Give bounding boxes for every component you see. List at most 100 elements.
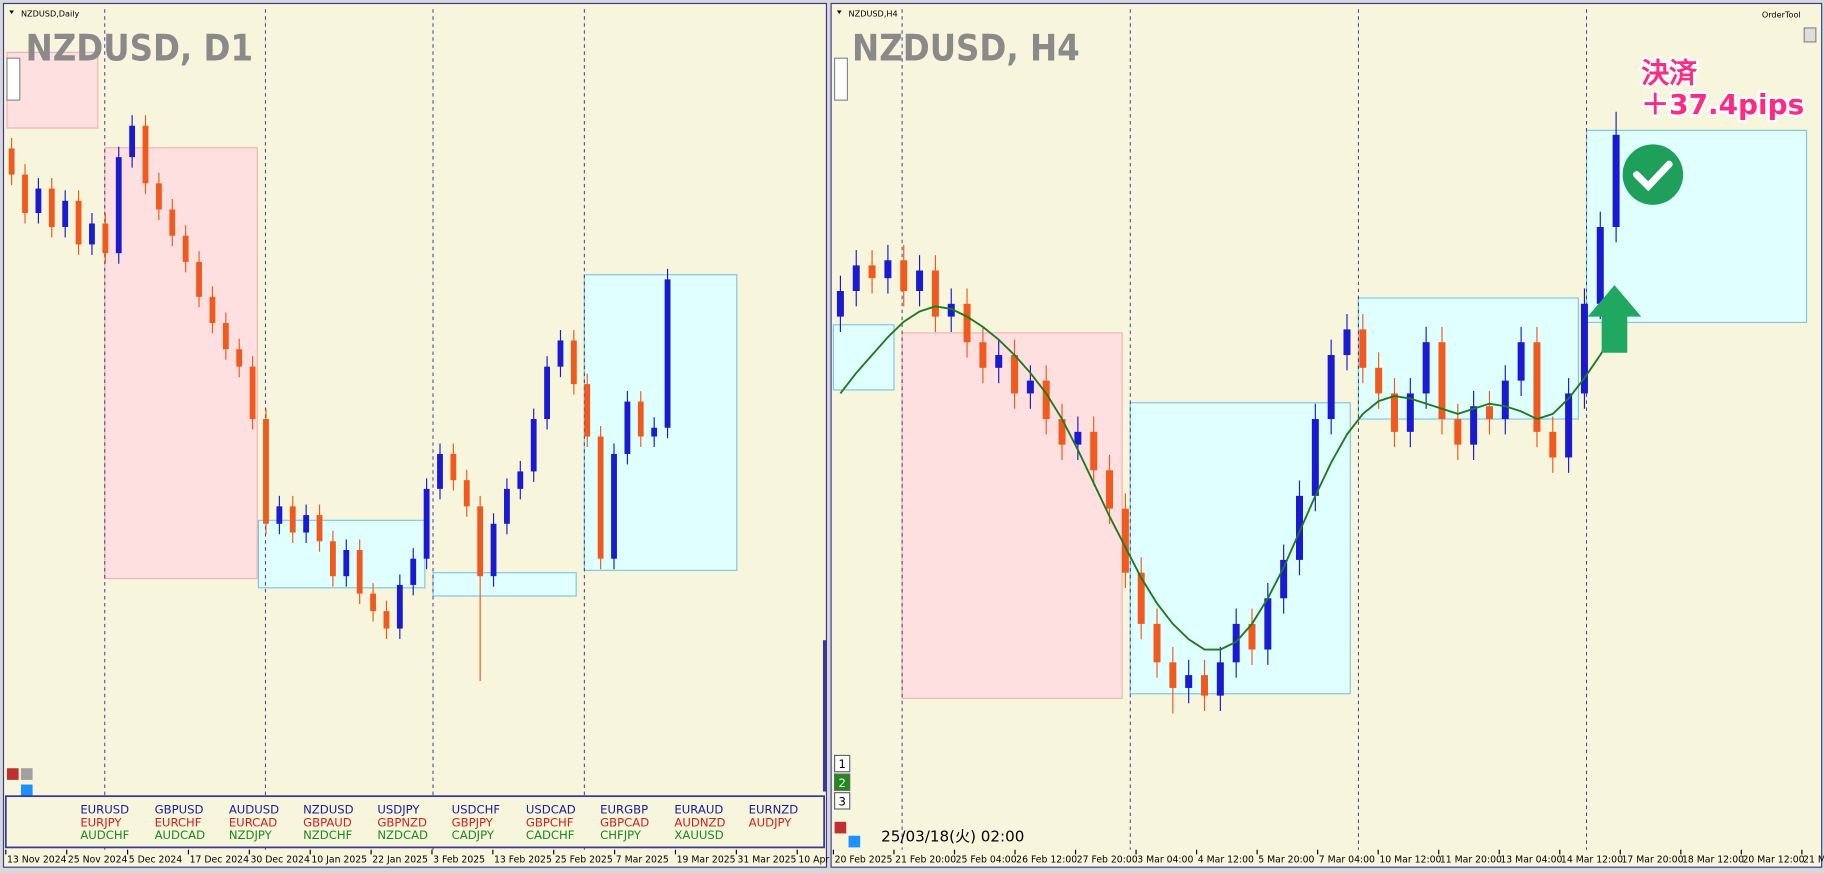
symbol-link[interactable]: CHFJPY bbox=[600, 828, 642, 842]
candle-body bbox=[142, 125, 149, 184]
close-button[interactable] bbox=[6, 768, 19, 780]
x-tick-label: 7 Mar 04:00 bbox=[1319, 855, 1375, 866]
candle-body bbox=[979, 342, 987, 368]
candle-body bbox=[437, 453, 443, 489]
zone bbox=[257, 519, 426, 589]
tool-icon[interactable] bbox=[1803, 27, 1817, 43]
symbol-link[interactable]: XAUUSD bbox=[674, 828, 723, 842]
candle-body bbox=[1232, 623, 1240, 663]
candle-body bbox=[330, 541, 336, 577]
candle-body bbox=[852, 265, 860, 291]
candle-body bbox=[249, 366, 256, 420]
symbol-link[interactable]: CADJPY bbox=[452, 828, 495, 842]
symbol-link[interactable]: AUDUSD bbox=[229, 803, 279, 817]
candle-body bbox=[1153, 623, 1161, 663]
symbol-link[interactable]: USDJPY bbox=[377, 803, 420, 817]
candle-body bbox=[222, 323, 229, 350]
x-tick-label: 5 Mar 20:00 bbox=[1258, 855, 1314, 866]
annotation-pips: ＋37.4pips bbox=[1641, 88, 1804, 121]
candle-body bbox=[544, 366, 550, 420]
candle-body bbox=[115, 157, 122, 254]
symbol-link[interactable]: AUDCHF bbox=[80, 828, 129, 842]
symbol-link[interactable]: GBPCAD bbox=[600, 815, 649, 829]
candle-body bbox=[490, 523, 497, 577]
timeframe-button[interactable] bbox=[834, 754, 851, 773]
settings-button[interactable] bbox=[20, 768, 33, 780]
symbol-link[interactable]: EURAUD bbox=[674, 803, 723, 817]
candles bbox=[8, 115, 671, 681]
symbol-link[interactable]: EURJPY bbox=[80, 815, 122, 829]
timeframe-button[interactable] bbox=[834, 773, 851, 791]
candle-body bbox=[182, 235, 189, 262]
candle-body bbox=[343, 549, 350, 577]
candle-body bbox=[129, 125, 136, 158]
candle-body bbox=[1280, 559, 1288, 599]
candle-body bbox=[504, 488, 510, 524]
candle-body bbox=[1485, 406, 1493, 420]
candle-body bbox=[276, 506, 283, 524]
candle-body bbox=[1106, 470, 1114, 509]
scroll-buttons[interactable] bbox=[6, 57, 21, 101]
symbol-link[interactable]: GBPJPY bbox=[452, 815, 494, 829]
candle-body bbox=[931, 270, 939, 317]
candle-body bbox=[263, 419, 269, 524]
x-tick-label: 13 Mar 04:00 bbox=[1500, 855, 1562, 866]
symbol-link[interactable]: CADCHF bbox=[526, 828, 575, 842]
symbol-link[interactable]: EURGBP bbox=[600, 803, 648, 817]
symbol-link[interactable]: NZDJPY bbox=[229, 828, 273, 842]
candle-body bbox=[1517, 342, 1525, 381]
x-tick-label: 10 Jan 2025 bbox=[311, 855, 367, 866]
toggle-button[interactable] bbox=[848, 835, 861, 848]
toggle-button[interactable] bbox=[20, 784, 33, 797]
symbol-link[interactable]: GBPUSD bbox=[155, 803, 204, 817]
scroll-buttons[interactable] bbox=[834, 57, 848, 101]
candle-body bbox=[597, 436, 604, 559]
symbol-link[interactable]: AUDCAD bbox=[155, 828, 205, 842]
x-tick-label: 20 Feb 2025 bbox=[835, 855, 893, 866]
symbol-link[interactable]: NZDUSD bbox=[303, 803, 353, 817]
x-tick-label: 25 Nov 2024 bbox=[68, 855, 128, 866]
symbol-link[interactable]: EURNZD bbox=[749, 803, 799, 817]
menu-icon bbox=[9, 10, 14, 14]
candle-body bbox=[450, 453, 457, 481]
symbol-link[interactable]: NZDCHF bbox=[303, 828, 352, 842]
symbol-link[interactable]: AUDNZD bbox=[674, 815, 725, 829]
candle-body bbox=[1533, 342, 1541, 432]
candle-body bbox=[1121, 508, 1129, 573]
x-tick-label: 25 Feb 04:00 bbox=[956, 855, 1017, 866]
symbol-link[interactable]: EURCAD bbox=[229, 815, 277, 829]
chart-title: NZDUSD, D1 bbox=[26, 28, 254, 70]
x-tick-label: 25 Feb 2025 bbox=[555, 855, 613, 866]
symbol-link[interactable]: GBPAUD bbox=[303, 815, 352, 829]
annotation-label: 決済 bbox=[1641, 57, 1698, 90]
candle-body bbox=[1580, 303, 1588, 394]
candle-body bbox=[169, 209, 176, 236]
order-tool[interactable]: OrderTool bbox=[1762, 9, 1801, 19]
x-axis: 13 Nov 2024 25 Nov 2024 5 Dec 2024 17 Dec 2… bbox=[5, 849, 829, 866]
candle-body bbox=[1169, 662, 1177, 688]
x-tick-label: 22 Jan 2025 bbox=[372, 855, 428, 866]
zone bbox=[1585, 129, 1808, 324]
candle-body bbox=[517, 471, 524, 489]
zones bbox=[6, 51, 738, 597]
candle-body bbox=[155, 183, 162, 210]
candle-body bbox=[383, 611, 390, 629]
candle-body bbox=[868, 265, 876, 279]
close-button[interactable] bbox=[834, 821, 847, 834]
symbol-link[interactable]: NZDCAD bbox=[377, 828, 428, 842]
candle-body bbox=[35, 188, 42, 214]
symbol-link[interactable]: USDCHF bbox=[452, 803, 501, 817]
timeframe-label: 3 bbox=[838, 794, 845, 808]
x-tick-label: 11 Mar 20:00 bbox=[1440, 855, 1502, 866]
timeframe-button[interactable] bbox=[834, 792, 851, 810]
symbol-link[interactable]: GBPCHF bbox=[526, 815, 574, 829]
symbol-link[interactable]: EURUSD bbox=[80, 803, 129, 817]
symbol-link[interactable]: GBPNZD bbox=[377, 815, 427, 829]
timeframe-buttons: 1 2 3 bbox=[834, 754, 851, 810]
symbol-link[interactable]: USDCAD bbox=[526, 803, 576, 817]
candle-body bbox=[22, 174, 28, 214]
symbol-link[interactable]: AUDJPY bbox=[749, 815, 793, 829]
candle-body bbox=[963, 303, 971, 343]
symbol-link[interactable]: EURCHF bbox=[155, 815, 202, 829]
candles bbox=[836, 111, 1620, 714]
